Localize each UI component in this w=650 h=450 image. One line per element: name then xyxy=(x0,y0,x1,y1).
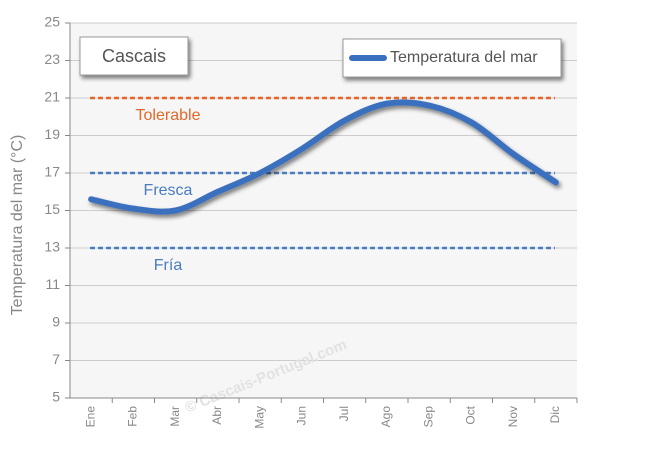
y-tick-label: 11 xyxy=(45,276,60,292)
x-tick-label: Mar xyxy=(168,406,182,427)
x-tick-label: Nov xyxy=(506,406,520,427)
y-tick-label: 23 xyxy=(44,51,60,67)
legend-label: Temperatura del mar xyxy=(390,49,538,66)
x-tick-label: Feb xyxy=(126,406,140,427)
y-tick-label: 19 xyxy=(44,126,60,142)
y-tick-label: 15 xyxy=(44,201,60,217)
x-tick-label: Abr xyxy=(210,406,224,425)
y-axis-title: Temperatura del mar (°C) xyxy=(9,135,26,316)
x-tick-label: Jun xyxy=(295,406,309,425)
x-tick-label: May xyxy=(252,406,266,429)
y-tick-label: 5 xyxy=(52,389,60,405)
reference-label: Fresca xyxy=(144,182,193,199)
x-tick-label: Sep xyxy=(421,406,435,428)
x-tick-label: Oct xyxy=(464,405,478,424)
y-tick-label: 7 xyxy=(52,351,60,367)
y-tick-label: 13 xyxy=(44,239,60,255)
y-tick-label: 21 xyxy=(44,89,60,105)
x-tick-label: Ene xyxy=(83,406,97,428)
x-tick-label: Jul xyxy=(337,406,351,421)
reference-label: Tolerable xyxy=(136,107,201,124)
y-tick-label: 25 xyxy=(44,14,60,30)
y-tick-label: 9 xyxy=(52,314,60,330)
x-tick-label: Ago xyxy=(379,406,393,428)
reference-label: Fría xyxy=(154,257,183,274)
series-line xyxy=(88,99,559,215)
y-tick-label: 17 xyxy=(44,164,60,180)
chart-title: Cascais xyxy=(102,46,166,66)
title-box xyxy=(79,36,189,76)
x-tick-label: Dic xyxy=(548,406,562,423)
